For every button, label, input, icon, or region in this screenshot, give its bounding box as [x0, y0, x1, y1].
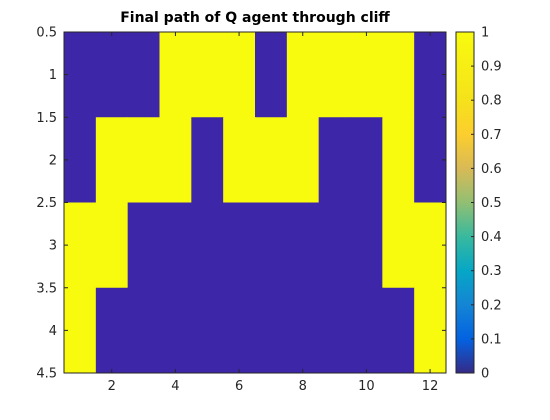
y-tick-label: 1.5	[36, 111, 57, 126]
colorbar-tick-label: 0.6	[481, 162, 502, 177]
x-tick-label: 4	[171, 379, 179, 394]
colorbar-tick-label: 0.4	[481, 230, 502, 245]
heatmap-cell	[191, 287, 224, 374]
heatmap-cell	[382, 32, 415, 118]
y-tick-label: 2.5	[36, 196, 57, 211]
y-tick-label: 3	[49, 239, 57, 254]
heatmap-cell	[127, 117, 160, 203]
heatmap-cell	[255, 32, 288, 118]
y-tick-label: 1	[49, 68, 57, 83]
heatmap-cell	[95, 32, 129, 118]
heatmap-cell	[350, 32, 383, 118]
chart-title: Final path of Q agent through cliff	[120, 10, 390, 26]
heatmap-cell	[64, 32, 97, 118]
heatmap-cell	[127, 287, 160, 374]
heatmap-cell	[95, 287, 129, 374]
colorbar-tick-label: 0.8	[481, 94, 502, 109]
heatmap-cell	[159, 32, 192, 118]
heatmap-cell	[64, 117, 97, 203]
heatmap-cell	[318, 202, 351, 289]
colorbar-tick-label: 0.7	[481, 128, 502, 143]
heatmap-cell	[318, 32, 351, 118]
heatmap-cell	[255, 117, 288, 203]
x-tick-label: 12	[422, 379, 439, 394]
colorbar-tick-label: 1	[481, 26, 489, 41]
x-tick-label: 2	[108, 379, 116, 394]
y-tick-label: 4	[49, 324, 57, 339]
heatmap-cell	[350, 287, 383, 374]
heatmap-cell	[127, 202, 160, 289]
heatmap-cell	[318, 117, 351, 203]
heatmap-cell	[159, 202, 192, 289]
heatmap-cell	[191, 32, 224, 118]
y-tick-label: 0.5	[36, 26, 57, 41]
heatmap-cell	[255, 287, 288, 374]
colorbar-tick-label: 0.2	[481, 298, 502, 313]
y-tick-label: 2	[49, 153, 57, 168]
heatmap-cell	[382, 117, 415, 203]
heatmap-cell	[414, 287, 447, 374]
heatmap-cell	[318, 287, 351, 374]
heatmap-cell	[223, 287, 256, 374]
heatmap-cell	[191, 117, 224, 203]
heatmap-cell	[286, 117, 320, 203]
colorbar-tick-label: 0.3	[481, 264, 502, 279]
colorbar: 0 0.1 0.2 0.3 0.4 0.5 0.6 0.7 0.8 0.9 1	[455, 26, 502, 382]
heatmap-cell	[286, 202, 320, 289]
colorbar-tick-label: 0.9	[481, 60, 502, 75]
heatmap-cell	[414, 32, 447, 118]
colorbar-tick-label: 0.5	[481, 196, 502, 211]
heatmap-cell	[414, 202, 447, 289]
heatmap-cell	[382, 202, 415, 289]
heatmap-cell	[95, 202, 129, 289]
x-tick-label: 6	[235, 379, 243, 394]
heatmap-cell	[255, 202, 288, 289]
colorbar-tick-label: 0.1	[481, 332, 502, 347]
heatmap-cell	[127, 32, 160, 118]
heatmap-cell	[350, 202, 383, 289]
heatmap-cell	[64, 287, 97, 374]
heatmap-cell	[223, 32, 256, 118]
heatmap-cell	[414, 117, 447, 203]
heatmap-cell	[159, 287, 192, 374]
heatmap-cell	[191, 202, 224, 289]
heatmap-cell	[350, 117, 383, 203]
axes: 2 4 6 8 10 12 0.5 1 1.5 2 2.5 3 3.5 4 4.5	[36, 26, 447, 394]
y-tick-label: 3.5	[36, 281, 57, 296]
heatmap-cell	[159, 117, 192, 203]
heatmap-cell	[223, 202, 256, 289]
heatmap-cells	[64, 32, 447, 374]
heatmap-cell	[286, 32, 320, 118]
colorbar-tick-label: 0	[481, 367, 489, 382]
heatmap-cell	[64, 202, 97, 289]
x-tick-label: 8	[299, 379, 307, 394]
heatmap-cell	[286, 287, 320, 374]
heatmap-cell	[223, 117, 256, 203]
heatmap-cell	[382, 287, 415, 374]
heatmap-cell	[95, 117, 129, 203]
x-tick-label: 10	[358, 379, 375, 394]
y-tick-label: 4.5	[36, 367, 57, 382]
